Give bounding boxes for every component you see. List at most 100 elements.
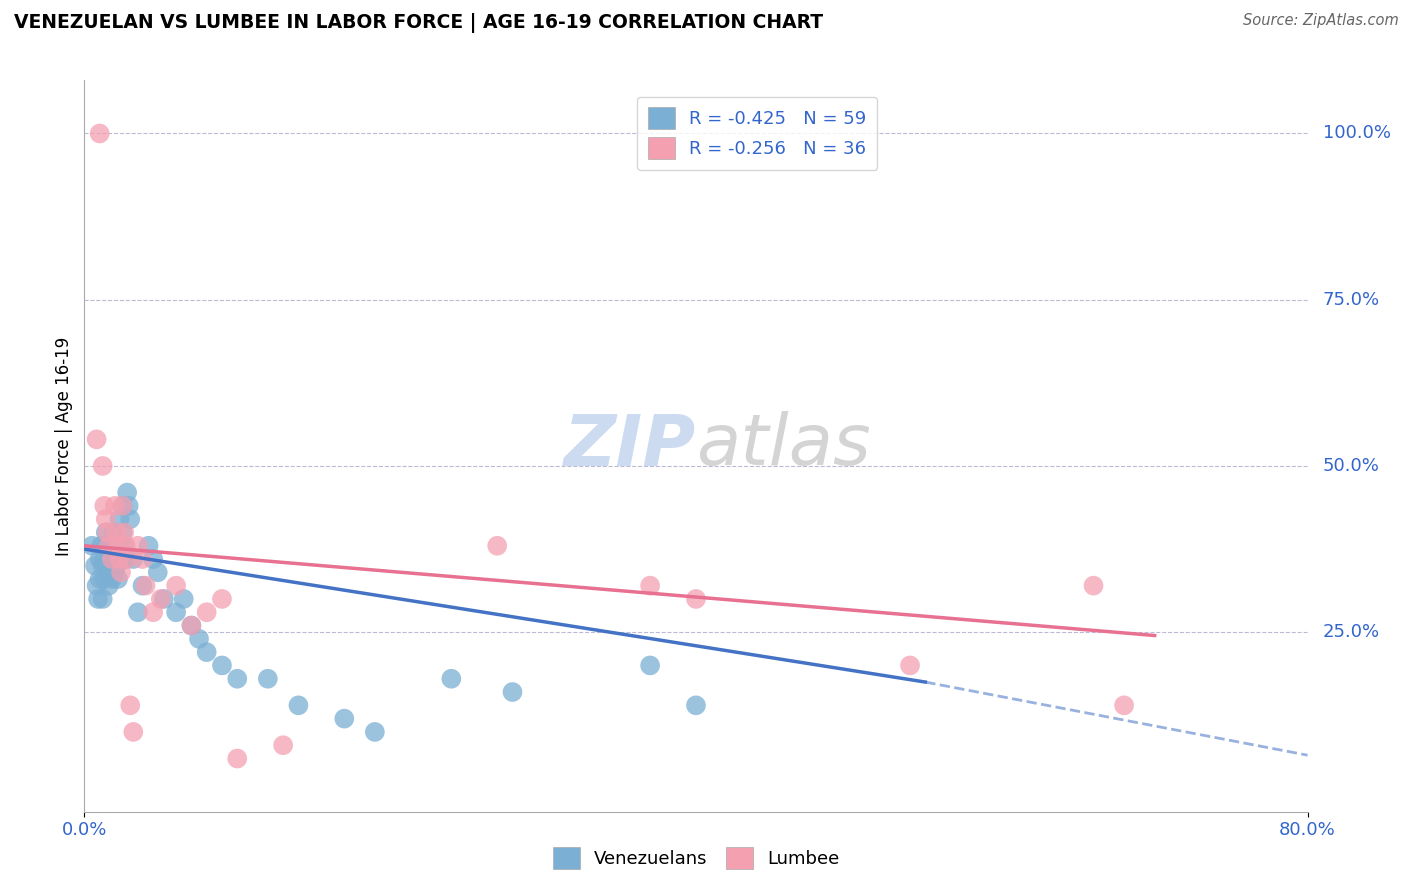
Point xyxy=(101,552,124,566)
Point xyxy=(1083,579,1105,593)
Text: 50.0%: 50.0% xyxy=(1323,457,1379,475)
Point xyxy=(287,698,309,713)
Point xyxy=(195,645,218,659)
Point xyxy=(165,605,187,619)
Point xyxy=(91,591,114,606)
Text: 25.0%: 25.0% xyxy=(1323,624,1381,641)
Point xyxy=(122,725,145,739)
Point xyxy=(211,591,233,606)
Point xyxy=(131,552,153,566)
Legend: Venezuelans, Lumbee: Venezuelans, Lumbee xyxy=(546,839,846,876)
Point xyxy=(80,539,103,553)
Point xyxy=(114,539,136,553)
Point xyxy=(638,658,661,673)
Point xyxy=(146,566,169,580)
Point xyxy=(135,579,157,593)
Point xyxy=(110,552,132,566)
Text: ZIP: ZIP xyxy=(564,411,696,481)
Point xyxy=(97,539,120,553)
Point xyxy=(120,698,142,713)
Point xyxy=(104,499,127,513)
Point xyxy=(104,566,127,580)
Point xyxy=(127,539,149,553)
Point xyxy=(96,566,118,580)
Point xyxy=(138,539,160,553)
Point xyxy=(107,572,129,586)
Point xyxy=(94,545,117,559)
Point xyxy=(173,591,195,606)
Y-axis label: In Labor Force | Age 16-19: In Labor Force | Age 16-19 xyxy=(55,336,73,556)
Point xyxy=(112,525,135,540)
Point xyxy=(93,552,115,566)
Point xyxy=(131,579,153,593)
Point xyxy=(101,572,124,586)
Point xyxy=(107,539,129,553)
Text: 100.0%: 100.0% xyxy=(1323,125,1391,143)
Point xyxy=(165,579,187,593)
Point xyxy=(89,552,111,566)
Point xyxy=(898,658,921,673)
Point xyxy=(108,552,131,566)
Point xyxy=(114,552,136,566)
Point xyxy=(180,618,202,632)
Point xyxy=(271,738,294,752)
Point xyxy=(90,539,112,553)
Point xyxy=(105,558,128,573)
Text: VENEZUELAN VS LUMBEE IN LABOR FORCE | AGE 16-19 CORRELATION CHART: VENEZUELAN VS LUMBEE IN LABOR FORCE | AG… xyxy=(14,13,823,33)
Point xyxy=(226,751,249,765)
Point xyxy=(105,539,128,553)
Point xyxy=(142,552,165,566)
Point xyxy=(153,591,176,606)
Point xyxy=(120,512,142,526)
Point xyxy=(98,539,121,553)
Point xyxy=(93,499,115,513)
Point xyxy=(105,525,128,540)
Point xyxy=(486,539,509,553)
Point xyxy=(87,591,110,606)
Point xyxy=(1114,698,1136,713)
Point xyxy=(333,712,356,726)
Text: 75.0%: 75.0% xyxy=(1323,291,1381,309)
Point xyxy=(91,558,114,573)
Point xyxy=(638,579,661,593)
Point xyxy=(111,499,134,513)
Point xyxy=(226,672,249,686)
Point xyxy=(364,725,387,739)
Point xyxy=(108,539,131,553)
Point xyxy=(89,127,111,141)
Point xyxy=(93,572,115,586)
Point xyxy=(149,591,172,606)
Point xyxy=(257,672,280,686)
Point xyxy=(94,512,117,526)
Point xyxy=(195,605,218,619)
Point xyxy=(103,525,125,540)
Point xyxy=(97,579,120,593)
Point xyxy=(122,552,145,566)
Point xyxy=(111,525,134,540)
Point xyxy=(107,552,129,566)
Text: atlas: atlas xyxy=(696,411,870,481)
Point xyxy=(111,499,134,513)
Point xyxy=(96,525,118,540)
Point xyxy=(104,545,127,559)
Text: Source: ZipAtlas.com: Source: ZipAtlas.com xyxy=(1243,13,1399,29)
Point xyxy=(84,558,107,573)
Point xyxy=(685,698,707,713)
Point xyxy=(118,499,141,513)
Point xyxy=(502,685,524,699)
Point xyxy=(115,552,138,566)
Point xyxy=(89,572,111,586)
Point xyxy=(94,525,117,540)
Point xyxy=(97,558,120,573)
Point xyxy=(86,579,108,593)
Point xyxy=(115,485,138,500)
Point xyxy=(101,552,124,566)
Point xyxy=(180,618,202,632)
Point xyxy=(685,591,707,606)
Point xyxy=(96,539,118,553)
Point xyxy=(108,512,131,526)
Point xyxy=(110,566,132,580)
Point xyxy=(440,672,463,686)
Point xyxy=(91,458,114,473)
Point xyxy=(86,433,108,447)
